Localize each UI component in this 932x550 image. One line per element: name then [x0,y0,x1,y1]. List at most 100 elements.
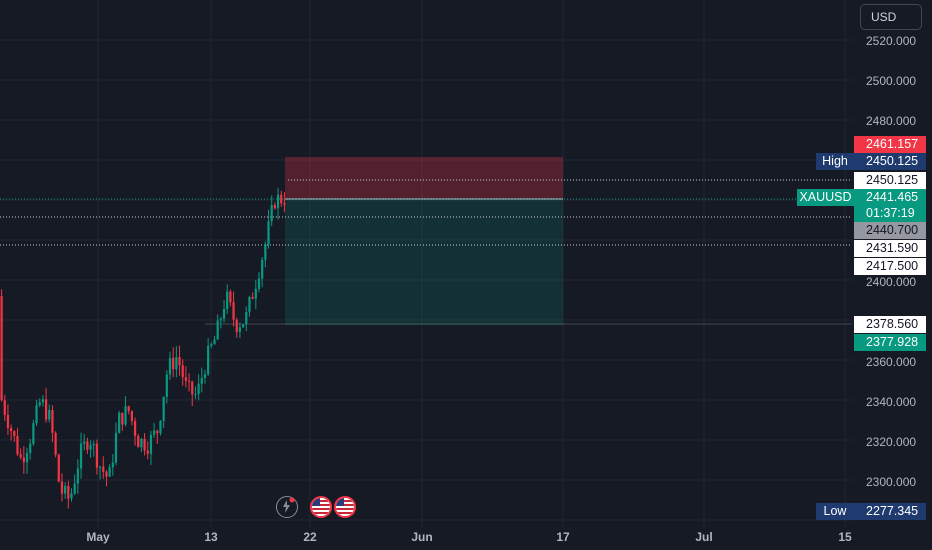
candle-body [105,471,108,477]
candle-body [16,435,19,455]
bar-countdown-label: 01:37:19 [866,206,915,220]
lightning-icon [283,497,295,513]
candle-body [41,399,45,403]
candle-body [229,291,232,303]
candle-body [137,435,140,448]
candle-body [51,410,54,433]
candle-body [184,377,188,381]
candle-body [127,406,130,412]
candle-body [203,374,207,379]
candle-body [197,383,200,395]
candle-body [146,450,149,454]
candle-body [181,365,184,378]
candle-body [245,311,248,325]
us-flag-icon[interactable] [310,496,332,518]
candle-body [222,308,226,319]
candle-body [48,410,51,420]
price-tick: 2300.000 [866,475,916,489]
take-profit-zone[interactable] [285,199,563,325]
candle-body [95,443,99,468]
stop-loss-price-label[interactable]: 2461.157 [854,136,926,153]
last-price-box [854,189,926,222]
candle-body [38,402,41,406]
candle-body [54,432,57,455]
candle-body [35,405,38,424]
time-tick: 13 [204,530,218,544]
candle-body [264,244,267,260]
stop-loss-zone[interactable] [285,157,563,199]
candle-body [153,430,156,435]
candle-body [118,412,121,433]
time-tick: Jun [411,530,432,544]
low-price-label: 2277.345 [854,503,926,520]
candle-body [216,320,219,340]
candle-body [270,205,273,222]
us-flag-icon [336,498,354,516]
candle-body [76,468,79,484]
candle-body [251,297,254,299]
candle-body [257,278,261,289]
candle-body [13,431,16,436]
time-tick: 22 [303,530,317,544]
candle-body [25,453,29,463]
take-profit-price-label[interactable]: 2377.928 [854,334,926,351]
time-tick: 15 [838,530,852,544]
candle-body [89,445,92,450]
candle-body [83,441,86,444]
candle-body [114,432,118,463]
candle-body [191,381,194,395]
candle-body [108,467,111,477]
candle-body [194,394,197,396]
price-tick: 2360.000 [866,355,916,369]
candle-body [121,412,124,425]
candle-body [29,443,32,454]
us-flag-icon[interactable] [334,496,356,518]
us-flag-icon [312,498,330,516]
candle-body [22,457,25,463]
candle-body [165,374,168,397]
high-dotted-price-label: 2450.125 [854,172,926,189]
candle-body [32,423,35,444]
candle-body [60,481,64,494]
symbol-tag[interactable]: XAUUSD [797,189,854,206]
candle-body [213,339,216,345]
candle-body [267,221,270,245]
candle-body [124,406,127,425]
candle-body [86,441,89,450]
candle-body [254,288,257,299]
candle-body [273,205,276,209]
candle-body [235,319,238,332]
candle-body [238,327,242,332]
high-tag: High [816,153,854,170]
currency-selector-button[interactable]: USD [860,4,922,30]
candle-body [149,434,153,454]
candle-body [226,291,229,309]
price-axis: 2520.000 2500.000 2480.000 2400.000 2360… [866,34,916,489]
candle-body [248,297,251,312]
candle-body [159,420,162,434]
candle-body [280,194,283,204]
level-price-label: 2378.560 [854,316,926,333]
level-price-label: 2431.590 [854,240,926,257]
candle-body [172,358,175,370]
time-tick: May [86,530,110,544]
candle-body [140,438,143,448]
candle-body [143,438,146,451]
candle-body [3,400,6,415]
candle-body [102,466,105,472]
candle-body [6,414,10,428]
candle-body [283,203,286,205]
candle-body [10,427,13,432]
level-price-label: 2417.500 [854,258,926,275]
candle-body [44,399,48,420]
flash-event-icon[interactable] [276,496,298,518]
candle-body [187,380,191,382]
candle-body [200,378,203,384]
candle-body [168,358,172,375]
candle-body [64,486,67,494]
entry-price-label[interactable]: 2440.700 [854,222,926,239]
time-tick: Jul [695,530,712,544]
candle-body [67,486,70,499]
price-tick: 2520.000 [866,34,916,48]
